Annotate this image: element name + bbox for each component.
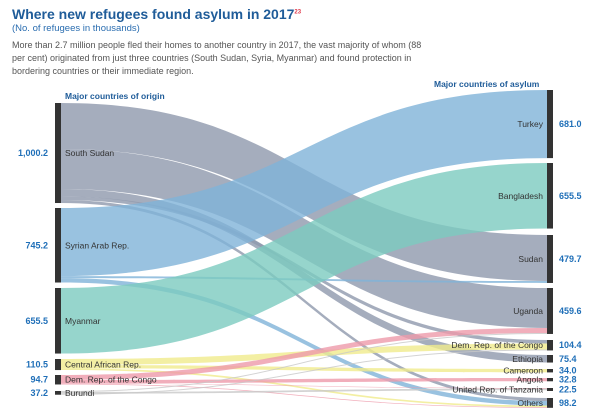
asylum-value: 681.0 <box>559 119 582 129</box>
asylum-name: United Rep. of Tanzania <box>452 385 543 395</box>
origin-node-bar <box>55 391 61 395</box>
origin-node-bar <box>55 208 61 283</box>
asylum-node-bar <box>547 288 553 334</box>
asylum-header: Major countries of asylum <box>434 79 540 89</box>
asylum-name: Cameroon <box>503 366 543 376</box>
asylum-node-bar <box>547 235 553 283</box>
flow-link <box>61 383 547 408</box>
origin-name: Myanmar <box>65 316 101 326</box>
flow-link <box>61 349 547 395</box>
origin-node-bar <box>55 375 61 385</box>
asylum-name: Others <box>517 398 543 408</box>
asylum-name: Uganda <box>513 306 543 316</box>
origin-name: Dem. Rep. of the Congo <box>65 375 157 385</box>
asylum-node-bar <box>547 398 553 408</box>
asylum-value: 32.8 <box>559 375 577 385</box>
asylum-value: 75.4 <box>559 354 577 364</box>
flow-link <box>61 383 547 389</box>
flow-link <box>61 90 547 277</box>
asylum-value: 655.5 <box>559 191 582 201</box>
asylum-node-bar <box>547 90 553 159</box>
origin-node-bar <box>55 103 61 204</box>
origin-value: 655.5 <box>25 316 48 326</box>
flow-link <box>61 327 547 380</box>
asylum-node-bar <box>547 163 553 229</box>
asylum-value: 34.0 <box>559 366 577 376</box>
asylum-node-bar <box>547 388 553 391</box>
origin-value: 110.5 <box>26 360 48 370</box>
origin-node-bar <box>55 359 61 371</box>
origin-value: 745.2 <box>25 240 48 250</box>
flow-link <box>61 199 547 402</box>
figure-title: Where new refugees found asylum in 20172… <box>12 6 302 22</box>
flow-link <box>61 163 547 354</box>
subtitle: (No. of refugees in thousands) <box>12 23 140 34</box>
asylum-name: Turkey <box>517 119 543 129</box>
origin-value: 1,000.2 <box>18 148 48 158</box>
asylum-node-bar <box>547 378 553 382</box>
asylum-name: Angola <box>517 375 544 385</box>
asylum-node-bar <box>547 340 553 351</box>
asylum-node-bar <box>547 369 553 373</box>
origin-value: 94.7 <box>30 375 48 385</box>
asylum-name: Dem. Rep. of the Congo <box>451 340 543 350</box>
origin-name: South Sudan <box>65 148 114 158</box>
asylum-value: 104.4 <box>559 340 582 350</box>
asylum-name: Bangladesh <box>498 191 543 201</box>
asylum-value: 98.2 <box>559 398 577 408</box>
asylum-value: 459.6 <box>559 306 582 316</box>
origin-value: 37.2 <box>30 388 48 398</box>
flow-link <box>61 368 547 408</box>
asylum-name: Sudan <box>518 254 543 264</box>
origin-name: Burundi <box>65 388 94 398</box>
asylum-node-bar <box>547 355 553 363</box>
footnote-marker: 23 <box>294 9 302 16</box>
origin-node-bar <box>55 288 61 354</box>
origin-header: Major countries of origin <box>65 91 165 101</box>
flow-link <box>61 388 547 394</box>
asylum-value: 479.7 <box>559 254 582 264</box>
flow-link <box>61 365 547 373</box>
origin-name: Syrian Arab Rep. <box>65 240 129 250</box>
description: More than 2.7 million people fled their … <box>12 40 422 76</box>
flow-link <box>61 278 547 406</box>
flow-link <box>61 332 547 392</box>
flow-link <box>61 378 547 384</box>
asylum-name: Ethiopia <box>512 354 543 364</box>
asylum-value: 22.5 <box>559 385 577 395</box>
origin-name: Central African Rep. <box>65 360 141 370</box>
